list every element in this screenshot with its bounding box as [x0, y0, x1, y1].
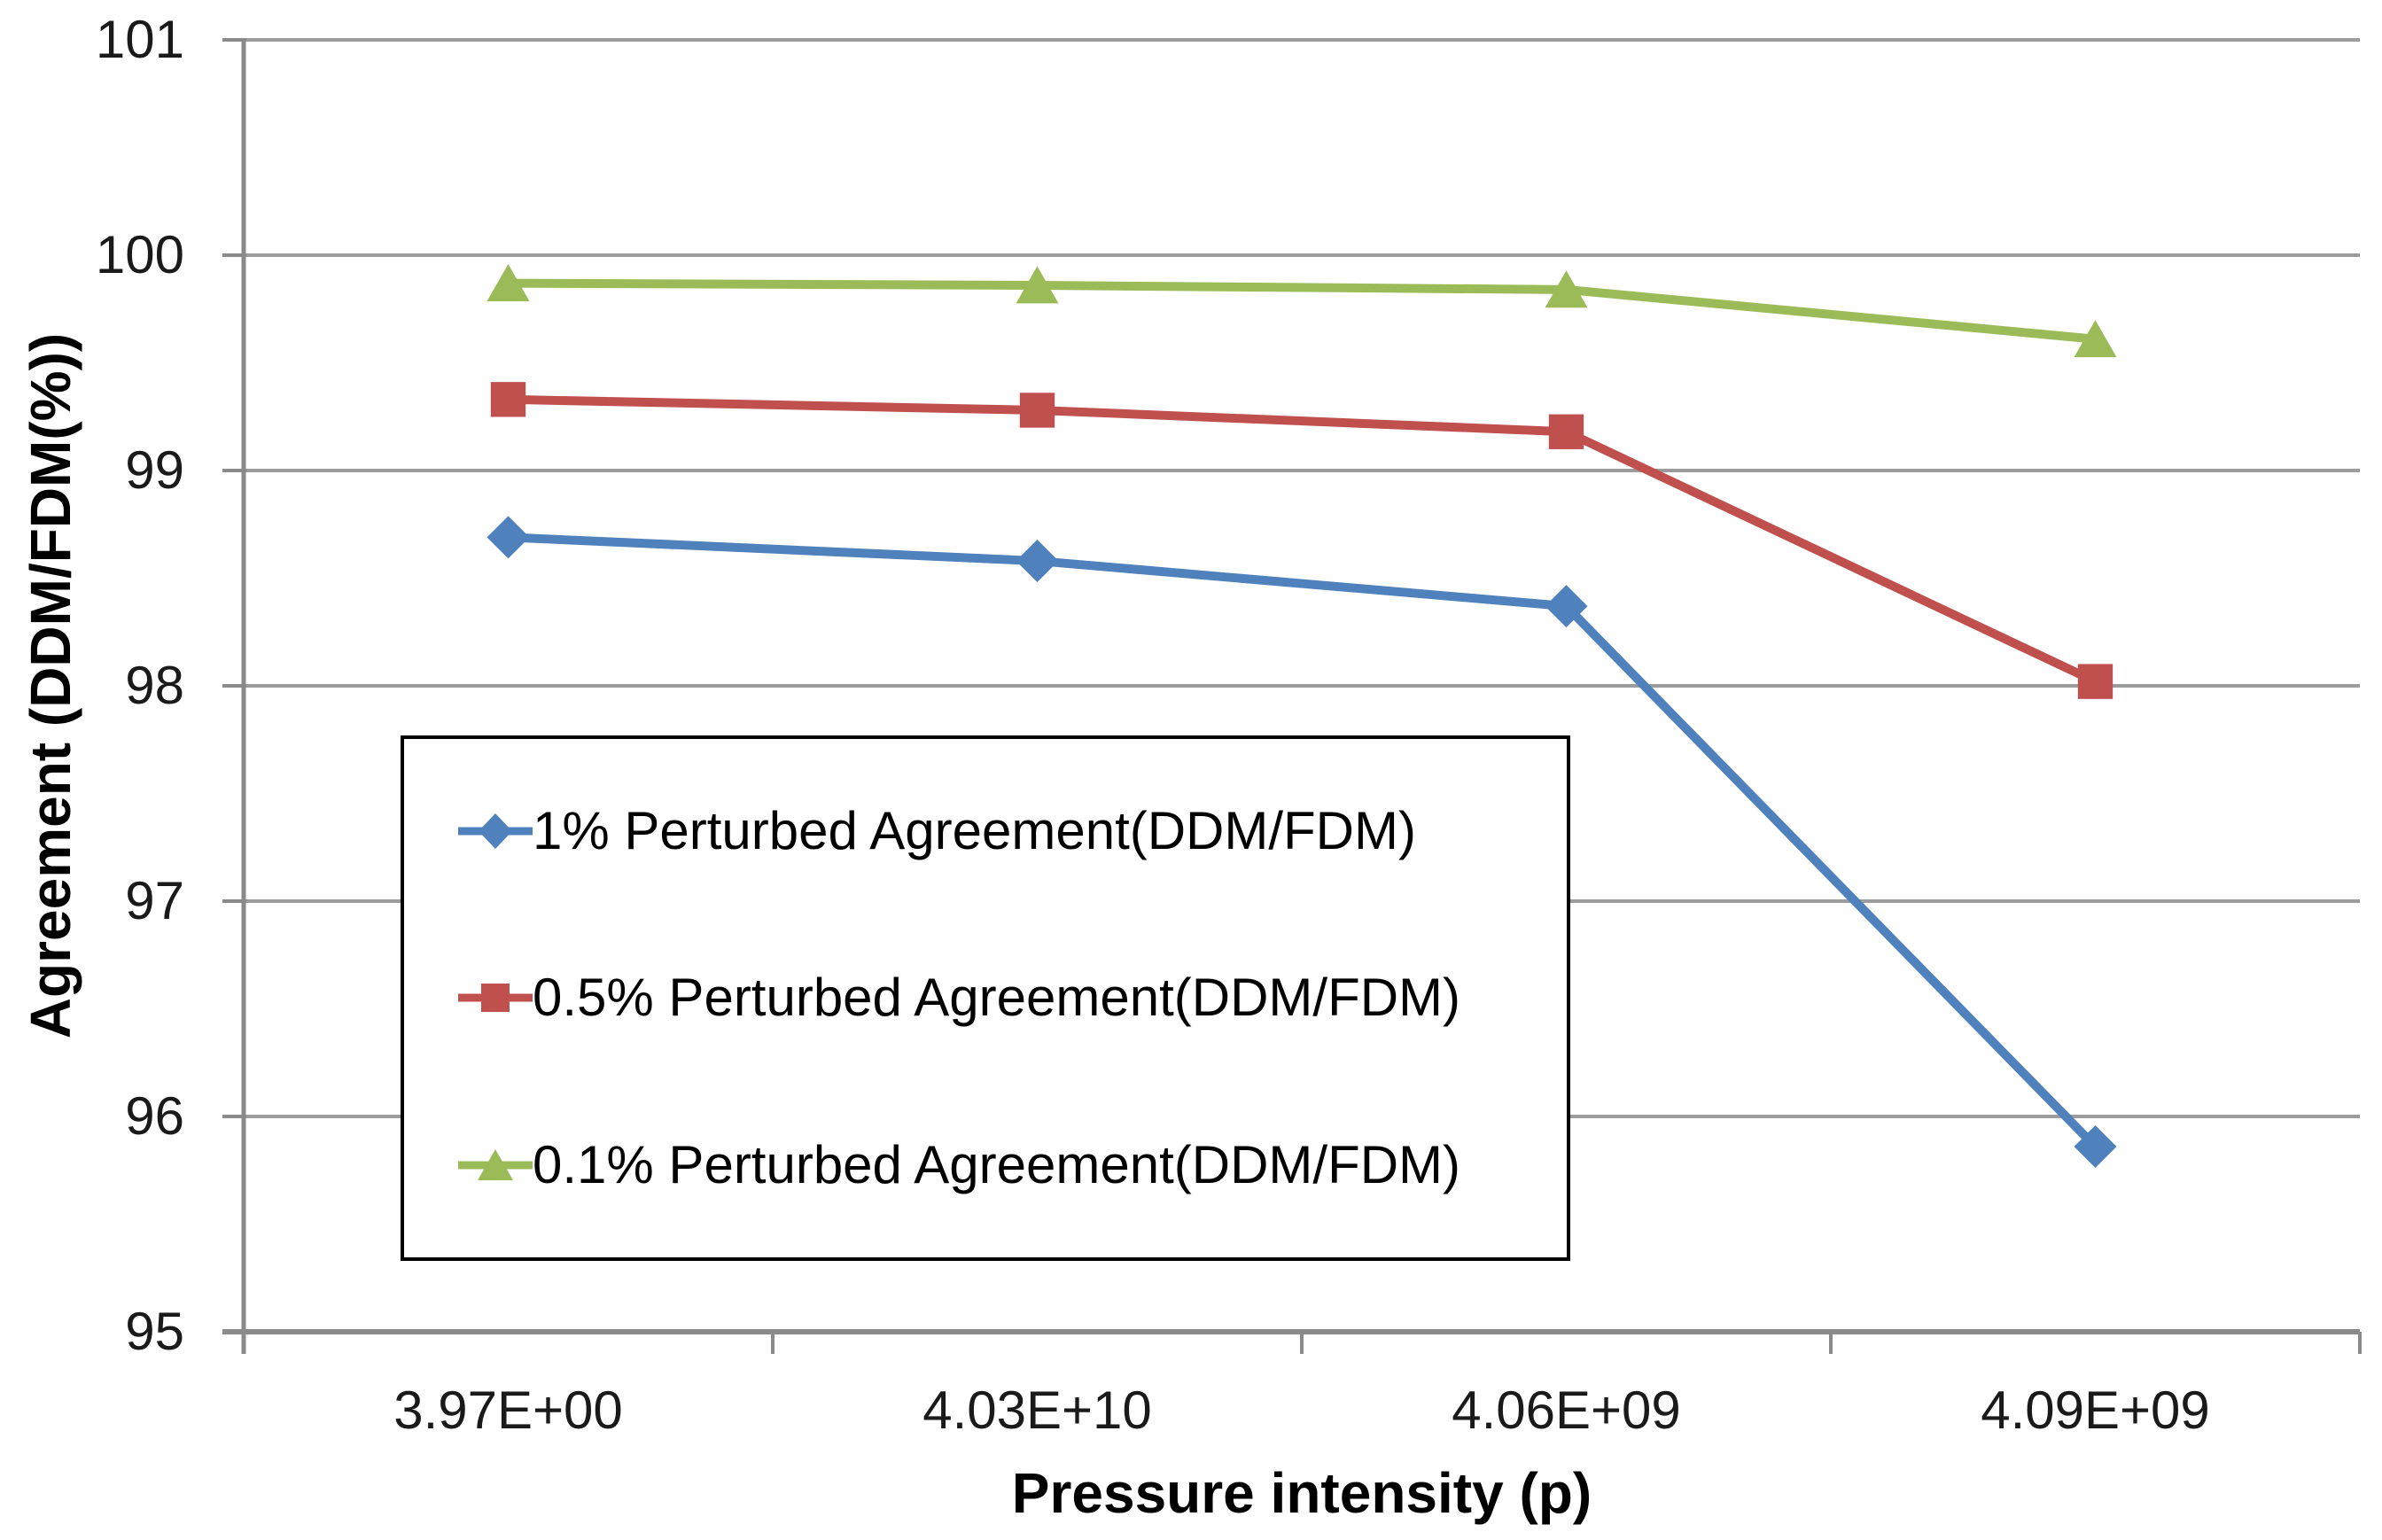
series-point-diamond-marker-icon: [1545, 585, 1588, 628]
legend-marker-triangle-icon: [458, 1148, 533, 1180]
y-tick-label: 98: [125, 656, 184, 715]
series-point-square-marker-icon: [1019, 393, 1055, 428]
legend: 1% Perturbed Agreement(DDM/FDM) 0.5% Pert…: [401, 735, 1570, 1261]
series-line: [503, 394, 2100, 687]
y-tick-label: 95: [125, 1302, 184, 1361]
x-tick-label: 4.09E+09: [1981, 1381, 2210, 1440]
y-tick-label: 99: [125, 440, 184, 500]
series-line: [503, 278, 2100, 344]
x-tick-label: 3.97E+00: [393, 1381, 623, 1440]
x-tick-label: 4.06E+09: [1452, 1381, 1681, 1440]
legend-item-label: 0.5% Perturbed Agreement(DDM/FDM): [533, 968, 1461, 1028]
legend-item: 1% Perturbed Agreement(DDM/FDM): [458, 802, 1567, 860]
series-point-triangle-marker-icon: [1016, 266, 1059, 304]
y-axis-title: Agreement (DDM/FDM(%)): [19, 332, 82, 1039]
x-tick-label: 4.03E+10: [922, 1381, 1152, 1440]
series-line: [503, 533, 2100, 1152]
series-point-triangle-marker-icon: [487, 263, 530, 301]
y-tick-label: 97: [125, 871, 184, 930]
y-tick-label: 96: [125, 1086, 184, 1146]
legend-item-label: 1% Perturbed Agreement(DDM/FDM): [533, 801, 1416, 861]
series-point-square-marker-icon: [2077, 664, 2113, 699]
series-point-triangle-marker-icon: [1545, 270, 1588, 308]
series-point-square-marker-icon: [1548, 414, 1584, 449]
series-point-diamond-marker-icon: [487, 516, 530, 559]
legend-item-label: 0.1% Perturbed Agreement(DDM/FDM): [533, 1134, 1461, 1194]
y-tick-label: 101: [95, 10, 184, 69]
series-point-diamond-marker-icon: [2074, 1125, 2117, 1169]
legend-marker-diamond-icon: [458, 813, 533, 850]
legend-item: 0.1% Perturbed Agreement(DDM/FDM): [458, 1134, 1567, 1194]
legend-marker-square-icon: [458, 984, 533, 1013]
series-point-triangle-marker-icon: [2074, 320, 2117, 358]
series-point-diamond-marker-icon: [1016, 540, 1059, 583]
x-axis-title: Pressure intensity (p): [1011, 1461, 1592, 1525]
legend-item: 0.5% Perturbed Agreement(DDM/FDM): [458, 968, 1567, 1027]
series-point-square-marker-icon: [490, 382, 526, 417]
y-tick-label: 100: [95, 225, 184, 284]
